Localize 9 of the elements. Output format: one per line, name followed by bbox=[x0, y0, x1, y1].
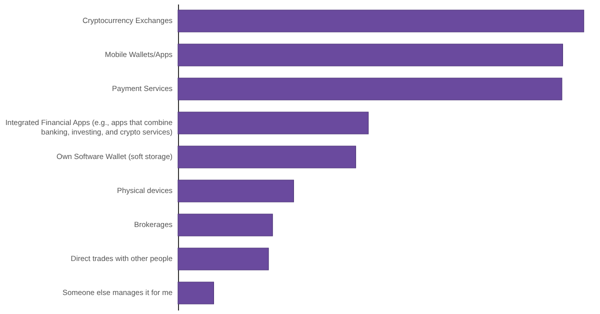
bar bbox=[178, 44, 564, 66]
bar bbox=[178, 78, 562, 100]
bar bbox=[178, 282, 214, 304]
bar bbox=[178, 112, 369, 134]
bar bbox=[178, 214, 273, 236]
bar bbox=[178, 248, 269, 270]
bar bbox=[178, 180, 294, 202]
bar bbox=[178, 146, 356, 168]
bar bbox=[178, 10, 584, 32]
